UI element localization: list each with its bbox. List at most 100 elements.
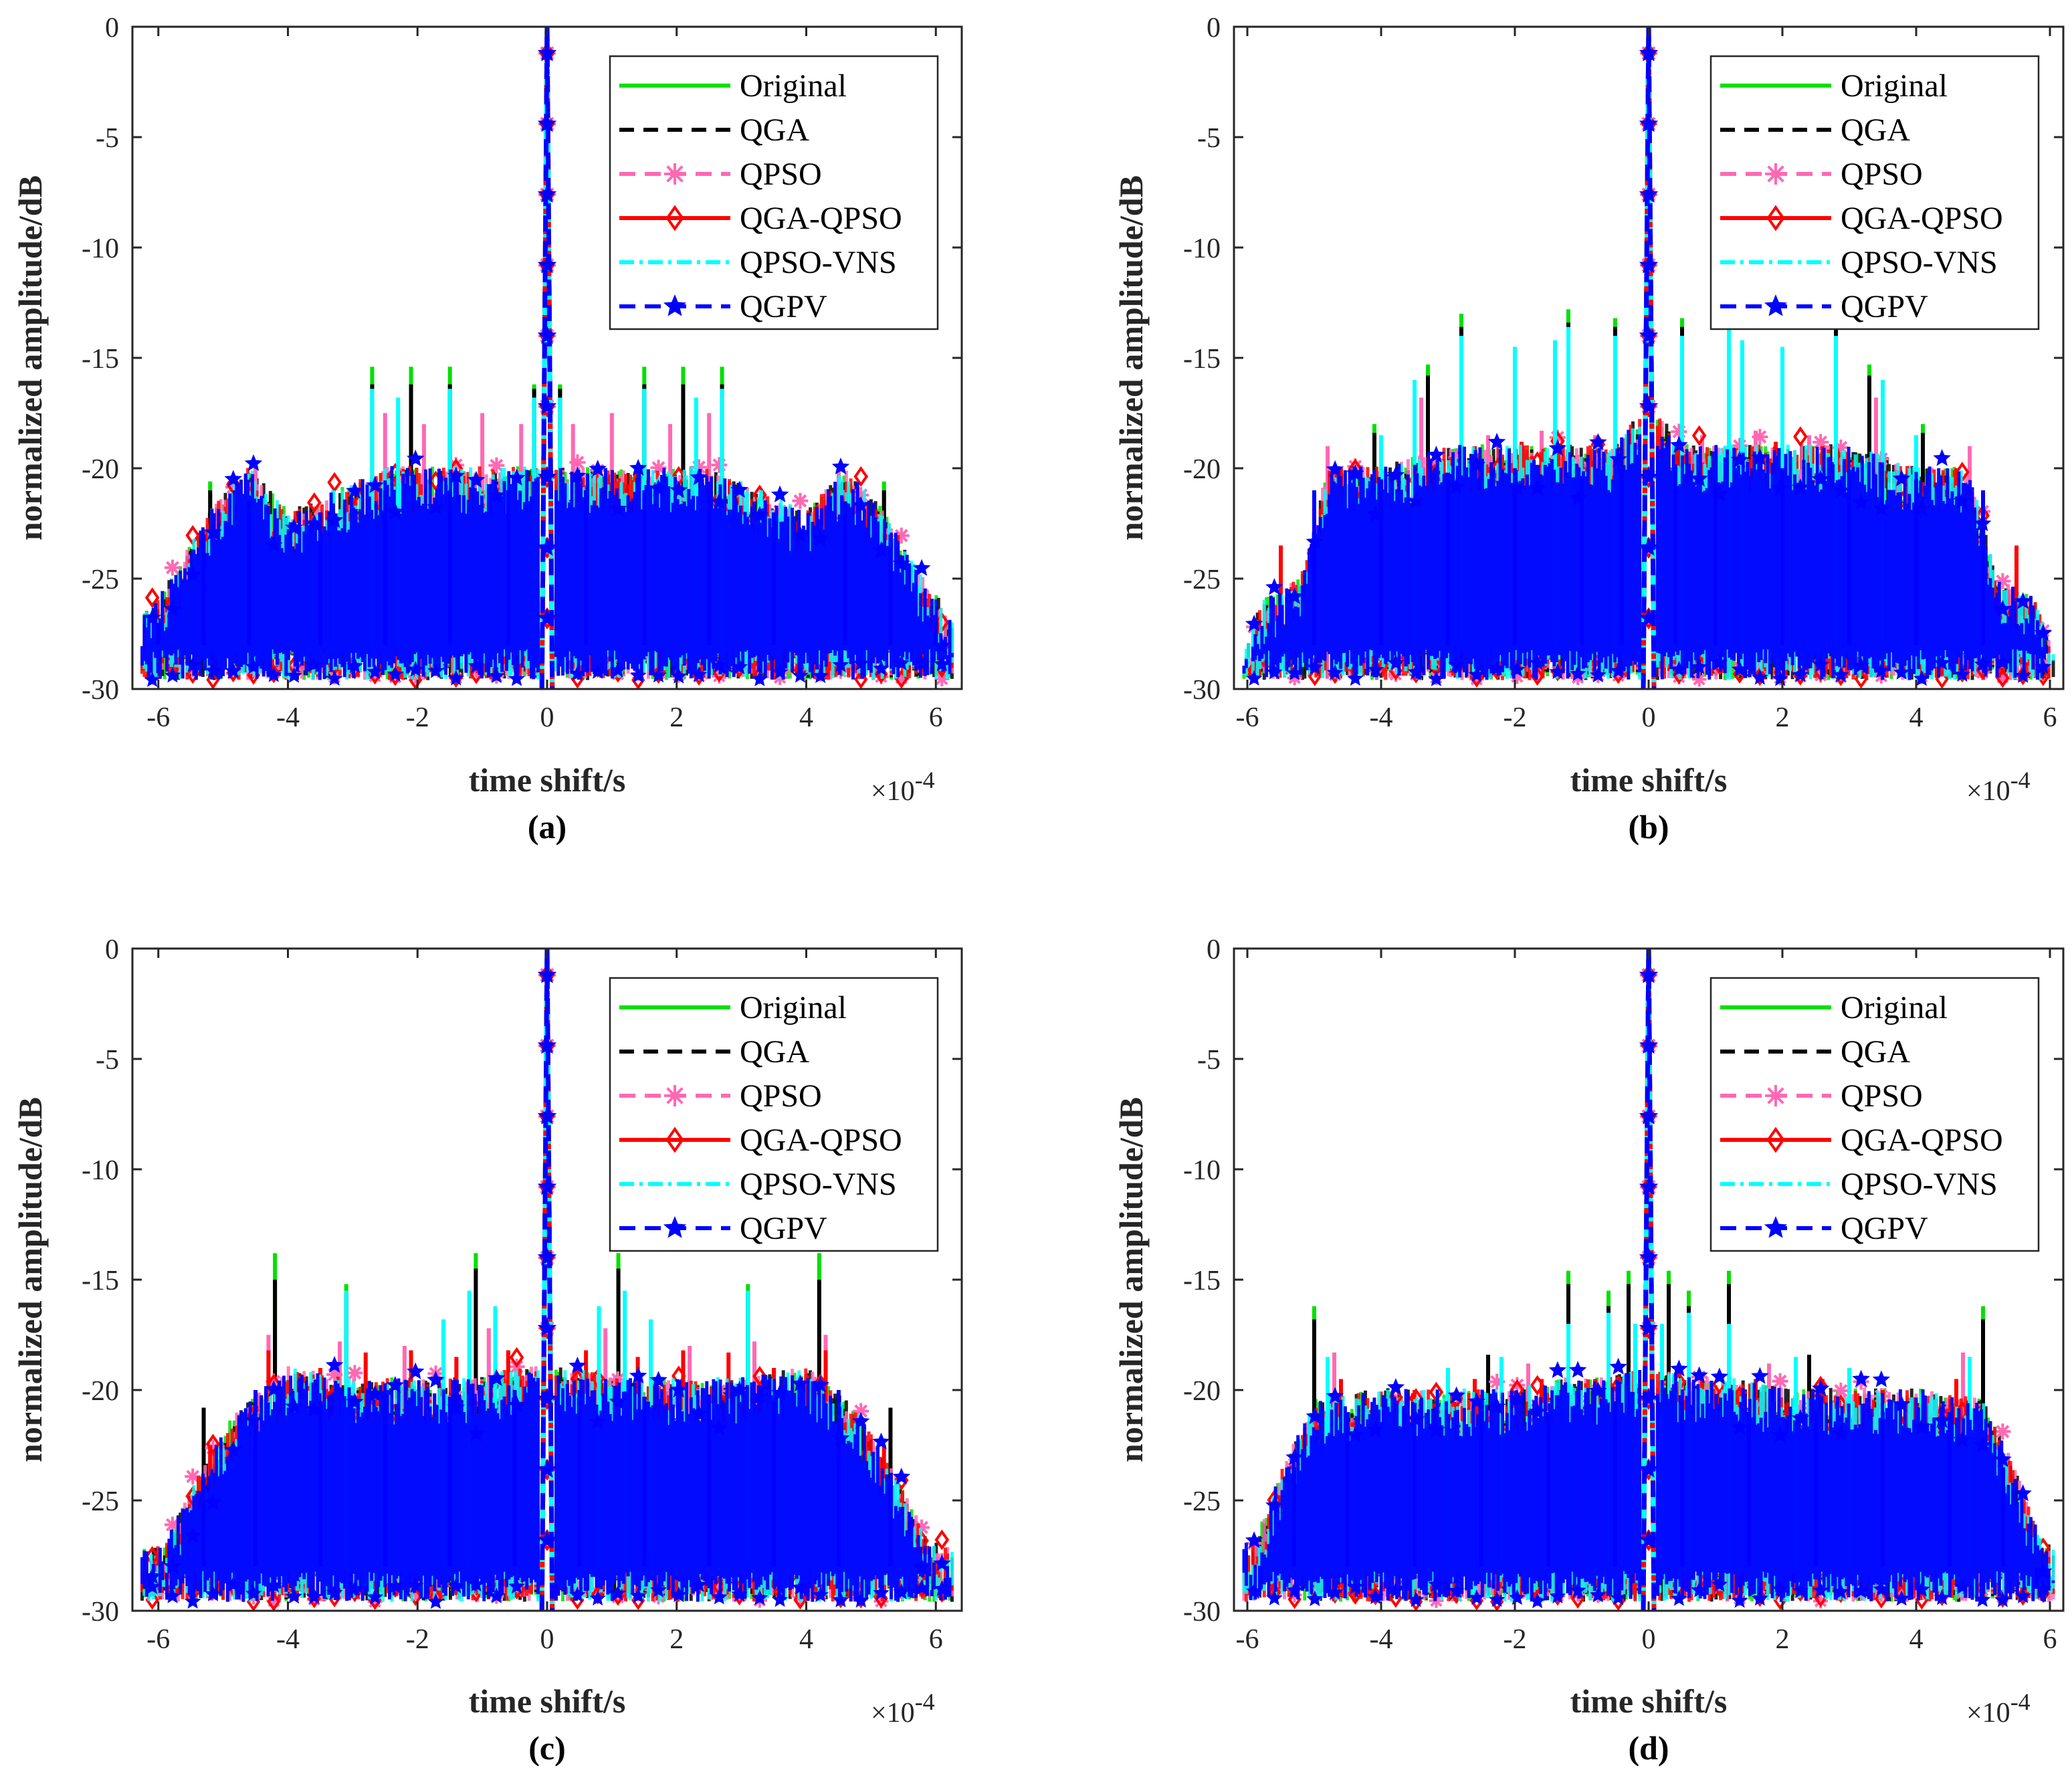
marker bbox=[1306, 1590, 1324, 1607]
legend-label: QPSO bbox=[740, 157, 822, 192]
marker bbox=[731, 658, 748, 674]
x-multiplier: ×10-4 bbox=[871, 767, 935, 807]
marker bbox=[285, 1397, 303, 1415]
marker bbox=[892, 1467, 911, 1485]
marker bbox=[609, 662, 627, 678]
marker bbox=[669, 481, 688, 498]
y-tick-label: 0 bbox=[1207, 934, 1221, 965]
main-lobe-marker bbox=[537, 608, 557, 627]
marker bbox=[1468, 1589, 1485, 1605]
marker bbox=[1609, 1357, 1627, 1375]
marker bbox=[2034, 1562, 2053, 1579]
marker bbox=[831, 457, 850, 475]
legend-label: QGA bbox=[1841, 112, 1910, 148]
marker bbox=[1508, 479, 1526, 496]
legend-label: QPSO bbox=[740, 1078, 822, 1114]
marker bbox=[1529, 1592, 1546, 1609]
marker bbox=[1973, 514, 1992, 532]
y-tick-label: -10 bbox=[82, 1155, 119, 1186]
legend-label: QPSO bbox=[1841, 157, 1923, 192]
marker bbox=[670, 1586, 688, 1602]
x-tick-label: 4 bbox=[799, 1624, 813, 1655]
x-tick-label: -2 bbox=[1504, 1624, 1527, 1655]
marker bbox=[407, 661, 424, 677]
marker bbox=[488, 1369, 506, 1386]
marker bbox=[2014, 667, 2031, 683]
marker bbox=[1530, 1375, 1545, 1396]
marker bbox=[1791, 478, 1810, 496]
legend-label: QPSO-VNS bbox=[1841, 245, 1998, 280]
marker bbox=[488, 486, 506, 504]
marker bbox=[1872, 1370, 1891, 1387]
marker bbox=[1954, 1578, 1971, 1595]
y-tick-label: -5 bbox=[1197, 123, 1221, 154]
marker bbox=[1326, 1583, 1344, 1600]
x-multiplier-base: ×10 bbox=[871, 1698, 915, 1729]
legend-item: QGPV bbox=[1720, 289, 1928, 324]
marker bbox=[1407, 492, 1425, 509]
marker bbox=[245, 658, 262, 674]
x-multiplier-base: ×10 bbox=[1966, 776, 2010, 807]
marker bbox=[670, 668, 688, 684]
legend-label: QGPV bbox=[1841, 1211, 1928, 1246]
legend-marker bbox=[664, 1085, 686, 1106]
tick-group: -6 -4 -2 0 2 4 60-5-10-15-20-25-30 bbox=[1183, 13, 2063, 733]
marker bbox=[1853, 657, 1869, 673]
marker bbox=[1487, 432, 1506, 450]
marker bbox=[267, 1591, 281, 1611]
marker bbox=[1286, 1581, 1303, 1598]
marker bbox=[1772, 1580, 1788, 1597]
marker bbox=[1448, 1582, 1465, 1598]
marker bbox=[751, 1589, 768, 1605]
marker bbox=[306, 1588, 323, 1604]
y-tick-label: -10 bbox=[1183, 1155, 1221, 1186]
y-tick-label: -15 bbox=[1183, 344, 1221, 375]
marker bbox=[1913, 670, 1930, 686]
plot-area bbox=[140, 949, 954, 1611]
marker bbox=[1751, 448, 1769, 466]
marker bbox=[1448, 656, 1465, 672]
marker bbox=[609, 1585, 627, 1601]
marker bbox=[568, 466, 587, 484]
marker bbox=[184, 656, 201, 672]
x-tick-label: 6 bbox=[2043, 702, 2057, 733]
marker bbox=[1346, 464, 1364, 482]
marker bbox=[1772, 670, 1788, 686]
marker bbox=[650, 666, 667, 683]
marker bbox=[265, 536, 283, 553]
marker bbox=[2014, 1587, 2031, 1603]
legend-marker bbox=[1766, 1126, 1785, 1153]
main-lobe-marker bbox=[1639, 43, 1659, 62]
marker bbox=[1285, 1448, 1304, 1466]
marker bbox=[669, 1380, 688, 1398]
marker bbox=[447, 1398, 465, 1415]
marker bbox=[1792, 1582, 1809, 1598]
legend-item: QPSO-VNS bbox=[1720, 1167, 1998, 1202]
y-axis-label: normalized amplitude/dB bbox=[1112, 1097, 1150, 1462]
main-lobe-marker bbox=[537, 1036, 557, 1054]
y-tick-label: -15 bbox=[1183, 1266, 1221, 1296]
markers bbox=[1245, 965, 2053, 1609]
marker bbox=[1508, 1389, 1526, 1407]
marker bbox=[1428, 1575, 1445, 1592]
x-multiplier: ×10-4 bbox=[1966, 767, 2031, 807]
marker bbox=[1568, 488, 1587, 506]
marker bbox=[468, 1575, 485, 1591]
legend-label: QPSO-VNS bbox=[740, 245, 897, 280]
legend-item: QGA bbox=[619, 1034, 809, 1070]
main-lobe-marker bbox=[537, 255, 557, 274]
main-lobe-marker bbox=[537, 1248, 557, 1266]
tick-group: -6 -4 -2 0 2 4 60-5-10-15-20-25-30 bbox=[82, 13, 962, 733]
legend-item: Original bbox=[1720, 990, 1948, 1025]
x-multiplier-exponent: -4 bbox=[915, 1688, 935, 1715]
marker bbox=[1326, 664, 1344, 680]
marker bbox=[1994, 1450, 2012, 1468]
marker bbox=[1690, 1366, 1708, 1383]
marker bbox=[407, 1577, 424, 1593]
marker bbox=[1873, 662, 1890, 678]
marker bbox=[508, 468, 526, 486]
marker bbox=[1407, 1410, 1425, 1428]
marker bbox=[1792, 666, 1809, 682]
x-tick-label: 2 bbox=[669, 702, 684, 733]
marker bbox=[1813, 1375, 1828, 1397]
